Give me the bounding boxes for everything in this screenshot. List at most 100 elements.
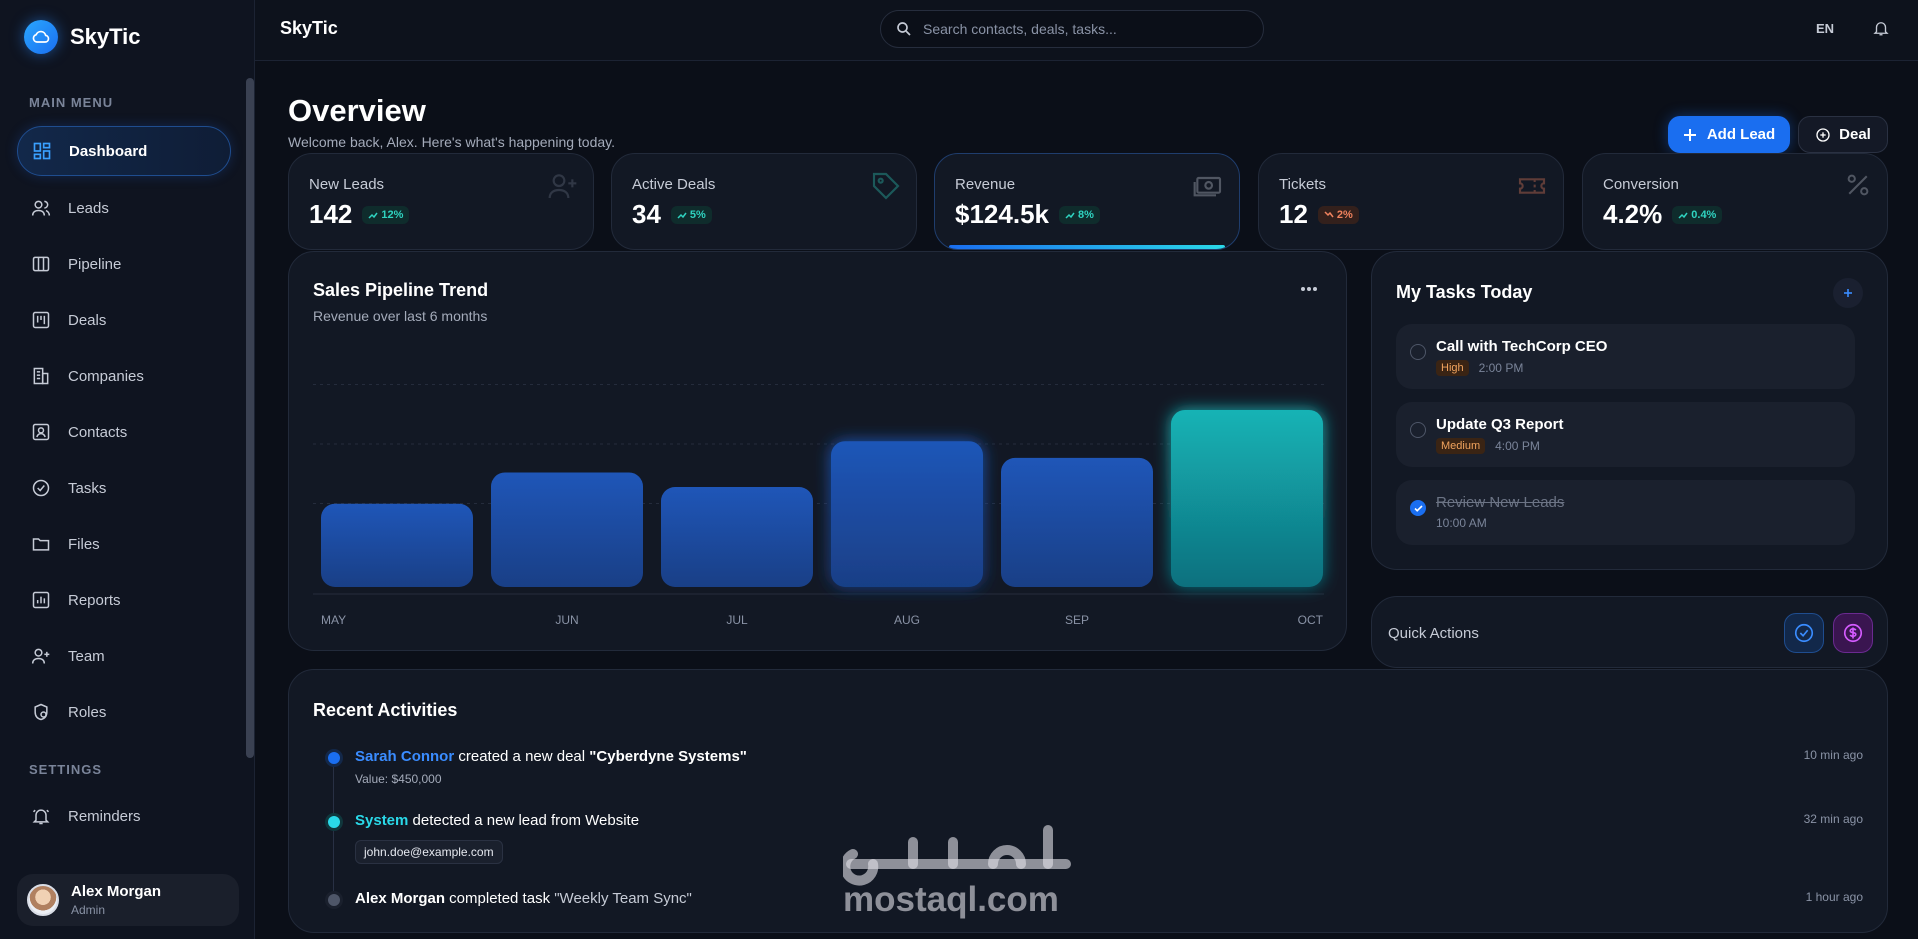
stat-value: 34 (632, 199, 661, 229)
sidebar-item-reminders[interactable]: Reminders (17, 791, 231, 841)
trend-badge: 8% (1058, 205, 1100, 224)
timeline-line (333, 758, 334, 898)
sidebar-item-label: Roles (68, 703, 107, 721)
brand[interactable]: SkyTic (24, 20, 141, 54)
plus-icon (1683, 128, 1697, 142)
activities-title: Recent Activities (313, 700, 458, 720)
topbar-title: SkyTic (280, 18, 338, 38)
activity-actor[interactable]: System (355, 812, 409, 829)
watermark-text: mostaql.com (843, 880, 1059, 919)
more-options-icon[interactable] (1300, 286, 1318, 292)
sidebar-item-leads[interactable]: Leads (17, 183, 231, 233)
bar-jul[interactable] (661, 487, 813, 587)
add-task-button[interactable] (1833, 278, 1863, 308)
sidebar-item-dashboard[interactable]: Dashboard (17, 126, 231, 176)
user-name: Alex Morgan (71, 883, 162, 900)
deal-button[interactable]: Deal (1798, 116, 1888, 153)
recent-activities-card: Recent Activities Sarah Connor created a… (288, 669, 1888, 933)
ticket-icon (1515, 170, 1549, 202)
task-time: 2:00 PM (1478, 361, 1524, 375)
building-icon (30, 365, 52, 387)
activity-actor[interactable]: Sarah Connor (355, 748, 455, 765)
cloud-logo-icon (24, 20, 58, 54)
trend-badge: 5% (670, 205, 712, 224)
active-indicator (949, 245, 1225, 249)
task-checkbox[interactable] (1410, 344, 1426, 360)
task-item[interactable]: Call with TechCorp CEO High 2:00 PM (1396, 324, 1855, 389)
stat-card-tickets[interactable]: Tickets 12 2% (1258, 153, 1564, 250)
language-switch[interactable]: EN (1816, 21, 1835, 36)
sidebar-item-label: Files (68, 535, 100, 553)
topbar: SkyTic EN (255, 0, 1918, 61)
stat-card-active-deals[interactable]: Active Deals 34 5% (611, 153, 917, 250)
x-tick-label: AUG (894, 613, 920, 627)
chart-title: Sales Pipeline Trend (313, 280, 489, 300)
sidebar-item-roles[interactable]: Roles (17, 687, 231, 737)
sidebar-item-reports[interactable]: Reports (17, 575, 231, 625)
task-item[interactable]: Review New Leads 10:00 AM (1396, 480, 1855, 545)
add-lead-label: Add Lead (1706, 126, 1776, 143)
timeline-dot (328, 816, 340, 828)
add-lead-button[interactable]: Add Lead (1668, 116, 1790, 153)
sidebar-item-label: Leads (68, 199, 109, 217)
timeline-dot (328, 752, 340, 764)
activity-text: Alex Morgan completed task "Weekly Team … (355, 890, 692, 907)
task-item[interactable]: Update Q3 Report Medium 4:00 PM (1396, 402, 1855, 467)
activity-actor[interactable]: Alex Morgan (355, 890, 446, 907)
stat-card-revenue[interactable]: Revenue $124.5k 8% (934, 153, 1240, 250)
check-circle-icon (1794, 623, 1814, 643)
stat-card-new-leads[interactable]: New Leads 142 12% (288, 153, 594, 250)
quick-deal-button[interactable] (1833, 613, 1873, 653)
stat-card-conversion[interactable]: Conversion 4.2% 0.4% (1582, 153, 1888, 250)
sidebar-scrollbar[interactable] (246, 78, 254, 758)
sidebar-item-files[interactable]: Files (17, 519, 231, 569)
x-tick-label: MAY (321, 613, 346, 627)
bar-may[interactable] (321, 503, 473, 587)
sidebar-item-label: Reports (68, 591, 121, 609)
sidebar-item-companies[interactable]: Companies (17, 351, 231, 401)
sidebar-item-tasks[interactable]: Tasks (17, 463, 231, 513)
bar-chart: MAY JUN JUL AUG SEP OCT (313, 384, 1324, 627)
tasks-title: My Tasks Today (1396, 282, 1533, 302)
deal-label: Deal (1839, 126, 1871, 143)
user-plus-icon (30, 645, 52, 667)
quick-task-button[interactable] (1784, 613, 1824, 653)
priority-badge: High (1436, 360, 1469, 376)
activity-time: 32 min ago (1803, 812, 1863, 826)
task-time: 10:00 AM (1436, 516, 1487, 530)
watermark: mostaql.com (843, 822, 1078, 919)
search-box[interactable] (880, 10, 1264, 48)
priority-badge: Medium (1436, 438, 1486, 454)
sidebar-item-team[interactable]: Team (17, 631, 231, 681)
x-tick-label: SEP (1065, 613, 1089, 627)
bar-aug[interactable] (831, 441, 983, 587)
user-profile[interactable]: Alex Morgan Admin (17, 874, 239, 926)
bell-icon[interactable] (1872, 18, 1890, 38)
chart-subtitle: Revenue over last 6 months (313, 308, 488, 324)
email-chip[interactable]: john.doe@example.com (355, 840, 503, 864)
activity-detail: Value: $450,000 (355, 772, 442, 786)
sidebar-item-deals[interactable]: Deals (17, 295, 231, 345)
check-circle-icon (30, 477, 52, 499)
search-input[interactable] (923, 21, 1223, 37)
bell-ring-icon (30, 805, 52, 827)
kanban-icon (30, 309, 52, 331)
folder-icon (30, 533, 52, 555)
sidebar-item-contacts[interactable]: Contacts (17, 407, 231, 457)
sidebar-item-label: Companies (68, 367, 144, 385)
stat-label: Tickets (1279, 176, 1326, 193)
task-checkbox[interactable] (1410, 422, 1426, 438)
sidebar-item-label: Contacts (68, 423, 128, 441)
bar-jun[interactable] (491, 472, 643, 587)
quick-actions-title: Quick Actions (1388, 625, 1479, 642)
activity-time: 10 min ago (1803, 748, 1863, 762)
percent-icon (1843, 170, 1873, 200)
sidebar-item-pipeline[interactable]: Pipeline (17, 239, 231, 289)
contact-card-icon (30, 421, 52, 443)
task-checkbox-checked[interactable] (1410, 500, 1426, 516)
bar-sep[interactable] (1001, 457, 1153, 587)
activity-time: 1 hour ago (1805, 890, 1863, 904)
money-icon (1191, 170, 1225, 202)
tasks-card: My Tasks Today Call with TechCorp CEO Hi… (1371, 251, 1888, 570)
bar-oct[interactable] (1171, 409, 1323, 587)
